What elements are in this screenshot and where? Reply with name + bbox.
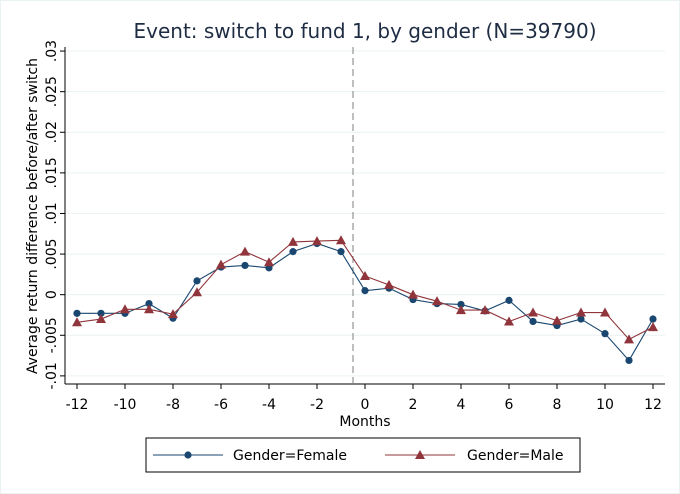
data-point-circle — [529, 317, 537, 326]
data-point-triangle — [408, 289, 418, 299]
data-point-circle — [145, 300, 153, 308]
data-point-circle — [241, 261, 249, 270]
data-point-circle — [97, 309, 105, 317]
data-point-circle — [361, 287, 369, 295]
x-tick-label: 0 — [361, 397, 370, 413]
data-point-circle — [577, 315, 585, 323]
data-point-triangle — [415, 450, 425, 459]
data-point-triangle — [480, 305, 490, 315]
data-point-triangle — [192, 287, 202, 297]
x-tick-label: 4 — [457, 397, 466, 413]
y-axis-label: Average return difference before/after s… — [25, 58, 41, 374]
data-point-triangle — [240, 246, 250, 256]
data-point-triangle — [432, 296, 442, 306]
y-tick-label: -.01 — [44, 362, 60, 389]
data-point-circle — [601, 330, 609, 338]
x-tick-label: 6 — [505, 397, 514, 413]
data-point-triangle — [144, 304, 154, 314]
x-tick-label: -6 — [214, 397, 228, 413]
x-tick-label: -10 — [114, 397, 137, 413]
y-tick-label: .01 — [44, 202, 60, 224]
data-point-circle — [505, 296, 513, 304]
data-point-triangle — [600, 307, 610, 317]
axes: -.01 -.005 0 .005 .01 .015 .02 .025 .03 -12 -10 -8 -… — [44, 40, 665, 413]
data-point-triangle — [168, 309, 178, 319]
legend-label: Gender=Male — [467, 448, 563, 464]
data-point-triangle — [336, 235, 346, 245]
x-tick-label: -2 — [310, 397, 324, 413]
data-point-triangle — [576, 307, 586, 317]
data-point-triangle — [552, 315, 562, 325]
data-point-circle — [193, 277, 201, 285]
series — [72, 47, 658, 384]
data-point-triangle — [384, 279, 394, 289]
data-point-triangle — [264, 257, 274, 267]
gridlines — [65, 50, 665, 377]
y-tick-label: .005 — [44, 238, 60, 269]
y-tick-label: .03 — [44, 40, 60, 62]
y-tick-label: .02 — [44, 121, 60, 143]
y-tick-label: -.005 — [44, 317, 60, 353]
data-point-triangle — [96, 314, 106, 324]
y-tick-label: .015 — [44, 157, 60, 188]
data-point-triangle — [288, 236, 298, 246]
data-point-triangle — [648, 322, 658, 332]
x-tick-label: 8 — [553, 397, 562, 413]
y-tick-label: 0 — [44, 290, 60, 299]
data-point-triangle — [504, 316, 514, 326]
legend-label: Gender=Female — [233, 448, 347, 464]
data-point-triangle — [216, 259, 226, 269]
x-tick-label: -4 — [262, 397, 276, 413]
legend: Gender=Female Gender=Male — [145, 437, 581, 473]
data-point-circle — [184, 451, 192, 459]
x-tick-label: 10 — [596, 397, 614, 413]
x-tick-label: -8 — [166, 397, 180, 413]
data-point-circle — [649, 315, 657, 323]
chart-title: Event: switch to fund 1, by gender (N=39… — [133, 19, 596, 43]
data-point-triangle — [312, 236, 322, 246]
x-tick-label: 2 — [409, 397, 418, 413]
data-point-triangle — [456, 305, 466, 315]
data-point-circle — [337, 248, 345, 256]
data-point-circle — [73, 309, 81, 317]
data-point-circle — [457, 300, 465, 309]
data-point-circle — [625, 356, 633, 365]
x-axis-label: Months — [339, 414, 390, 430]
data-point-triangle — [528, 307, 538, 317]
data-point-circle — [289, 248, 297, 256]
data-point-triangle — [360, 270, 370, 280]
x-tick-label: 12 — [644, 397, 662, 413]
data-point-triangle — [624, 334, 634, 344]
x-tick-label: -12 — [66, 397, 89, 413]
data-point-triangle — [120, 304, 130, 314]
data-point-triangle — [72, 317, 82, 327]
y-tick-label: .025 — [44, 76, 60, 107]
